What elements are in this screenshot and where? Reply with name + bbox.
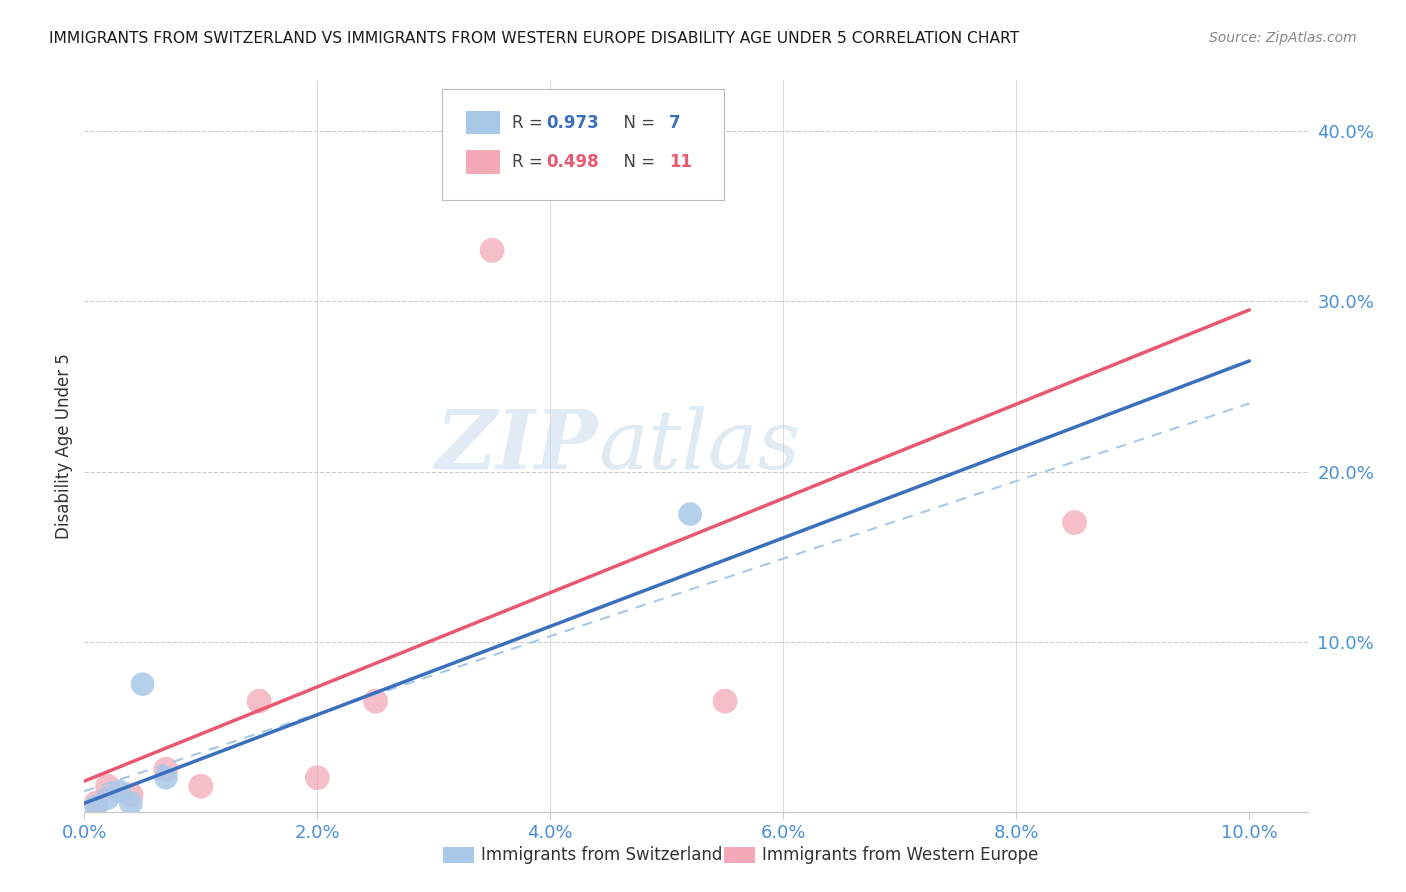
FancyBboxPatch shape	[441, 89, 724, 200]
Point	[120, 796, 142, 810]
Point	[84, 796, 107, 810]
Text: 0.498: 0.498	[547, 153, 599, 171]
Point	[131, 677, 153, 691]
Text: R =: R =	[513, 113, 548, 132]
Point	[120, 788, 142, 802]
Point	[155, 762, 177, 776]
Text: 11: 11	[669, 153, 692, 171]
FancyBboxPatch shape	[465, 151, 501, 174]
Point	[481, 244, 503, 258]
Point	[97, 791, 120, 805]
Point	[679, 507, 702, 521]
Text: N =: N =	[613, 153, 661, 171]
Point	[155, 771, 177, 785]
Text: atlas: atlas	[598, 406, 800, 486]
Point	[714, 694, 737, 708]
Text: R =: R =	[513, 153, 548, 171]
Point	[84, 799, 107, 814]
Point	[1063, 516, 1085, 530]
Point	[97, 779, 120, 793]
Text: ZIP: ZIP	[436, 406, 598, 486]
Point	[364, 694, 387, 708]
Text: IMMIGRANTS FROM SWITZERLAND VS IMMIGRANTS FROM WESTERN EUROPE DISABILITY AGE UND: IMMIGRANTS FROM SWITZERLAND VS IMMIGRANT…	[49, 31, 1019, 46]
Text: 7: 7	[669, 113, 681, 132]
Point	[108, 784, 131, 798]
Text: Immigrants from Western Europe: Immigrants from Western Europe	[762, 847, 1039, 864]
Y-axis label: Disability Age Under 5: Disability Age Under 5	[55, 353, 73, 539]
Text: Source: ZipAtlas.com: Source: ZipAtlas.com	[1209, 31, 1357, 45]
Point	[190, 779, 212, 793]
Text: N =: N =	[613, 113, 661, 132]
Point	[307, 771, 329, 785]
FancyBboxPatch shape	[465, 111, 501, 135]
Text: Immigrants from Switzerland: Immigrants from Switzerland	[481, 847, 723, 864]
Text: 0.973: 0.973	[547, 113, 599, 132]
Point	[247, 694, 270, 708]
